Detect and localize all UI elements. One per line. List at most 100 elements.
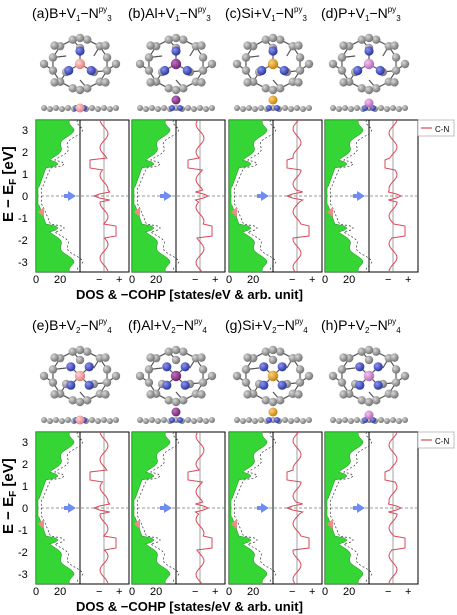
carbon-atom [197,390,206,399]
panel-formula: Si+V [241,5,272,21]
panel-sub1: 1 [365,14,370,23]
carbon-atom [372,396,381,405]
nitrogen-atom [75,46,85,56]
molecule-top-view [232,33,314,95]
legend: C-N [417,119,455,137]
carbon-atom [243,353,252,362]
x-tick-label: + [116,274,122,286]
dos-reference-line [329,119,373,273]
nitrogen-atom [353,65,363,76]
molecule-top-view [135,345,217,407]
carbon-atom [391,365,401,374]
dopant-level-arrow [38,207,44,217]
carbon-atom [261,35,270,44]
carbon-atom [102,53,112,62]
x-tick-label: 0 [33,274,39,286]
side-carbon-atom [282,105,288,111]
carbon-atom [48,66,58,75]
dos-cohp-panel: 0 20 − + [129,431,226,598]
carbon-atom [102,378,112,387]
panel-title: (h)P+V2−Npy4 [321,317,401,335]
side-carbon-atom [113,417,119,423]
panel-sub1: 1 [76,14,81,23]
carbon-atom [268,85,278,95]
carbon-atom [391,378,401,387]
molecule-top-view [328,33,410,95]
carbon-atom [75,355,85,365]
panel-sub1: 2 [365,326,370,335]
dopant-level-arrow [327,207,333,217]
carbon-atom [391,53,401,62]
nitrogen-atom [259,380,269,390]
dos-cohp-panel: 0 20 − + [33,431,130,598]
carbon-atom [50,78,59,87]
carbon-atom [339,41,348,50]
panel-label: (c)Si+V1−Npy3 [225,5,308,23]
molecule-side-view [234,407,312,424]
x-tick-label: + [405,586,411,598]
y-tick-label: -1 [18,525,28,537]
panel-formula: P+V [338,5,366,21]
x-tick-label: + [212,274,218,286]
nitrogen-atom [180,362,190,372]
panel-sup: py [194,317,202,326]
molecule-side-view [330,98,408,112]
carbon-atom [171,345,181,355]
x-tick-label: 0 [129,274,135,286]
dos-fill [228,431,268,585]
carbon-atom [268,345,278,355]
legend-label: C-N [435,125,449,134]
side-carbon-atom [288,418,294,424]
carbon-atom [75,345,85,355]
carbon-atom [328,371,338,381]
carbon-atom [146,41,155,50]
panel-title: (b)Al+V1−Npy3 [128,5,211,23]
nitrogen-atom [66,380,76,390]
carbon-atom [241,66,251,75]
carbon-atom [268,33,278,43]
panel-sub2: 3 [396,14,401,23]
side-carbon-atom [53,105,59,111]
side-carbon-atom [191,418,197,424]
nitrogen-atom [86,65,96,76]
x-tick-label: 20 [247,586,259,598]
panel-sub2: 3 [206,14,211,23]
panel-formula: B+V [49,317,77,333]
side-carbon-atom [336,106,342,112]
carbon-atom [357,84,366,93]
panel-mid: −N [277,317,295,333]
nitrogen-atom [182,65,192,76]
x-axis-title: DOS & −COHP [states/eV & arb. unit] [76,599,303,614]
panel-sup: py [198,5,206,14]
carbon-atom [390,78,399,87]
dopant-level-arrow [327,519,333,529]
carbon-atom [207,371,217,381]
panel-sub2: 4 [202,326,207,335]
side-carbon-atom [342,105,348,111]
carbon-atom [179,35,188,44]
nitrogen-atom [180,380,190,390]
nitrogen-atom [355,362,365,372]
nitrogen-atom [64,65,74,76]
x-tick-label: 0 [322,274,328,286]
molecule-side-view [137,407,215,424]
panel-prefix: (g) [225,317,242,333]
side-carbon-atom [396,106,402,112]
x-tick-label: 20 [343,586,355,598]
dos-reference-line [40,431,84,585]
carbon-atom [276,35,285,44]
nitrogen-atom [162,362,172,372]
side-nitrogen-atom [177,105,183,111]
cohp-line [285,431,310,585]
carbon-atom [390,390,399,399]
dopant-atom [363,370,375,382]
side-dopant-atom [75,415,85,425]
dopant-level-arrow [134,207,140,217]
legend-box [417,431,455,449]
legend-label: C-N [435,437,449,446]
x-tick-label: + [309,274,315,286]
side-carbon-atom [306,417,312,423]
side-carbon-atom [240,106,246,112]
homo-lumo-arrow [353,191,365,201]
